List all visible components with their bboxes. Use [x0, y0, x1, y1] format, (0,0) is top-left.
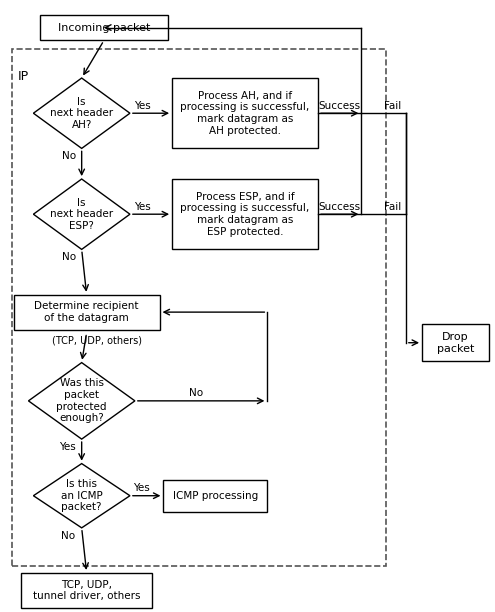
- Text: ICMP processing: ICMP processing: [173, 491, 258, 501]
- Text: Determine recipient
of the datagram: Determine recipient of the datagram: [34, 301, 139, 323]
- FancyBboxPatch shape: [422, 324, 489, 361]
- Text: Drop
packet: Drop packet: [437, 332, 474, 354]
- Text: No: No: [62, 151, 76, 161]
- Text: Is this
an ICMP
packet?: Is this an ICMP packet?: [61, 479, 102, 512]
- Text: Was this
packet
protected
enough?: Was this packet protected enough?: [56, 378, 107, 424]
- Text: Yes: Yes: [133, 483, 149, 493]
- Text: Fail: Fail: [384, 101, 401, 111]
- Polygon shape: [34, 179, 130, 250]
- Text: No: No: [61, 531, 75, 541]
- Text: Is
next header
ESP?: Is next header ESP?: [50, 198, 113, 231]
- FancyBboxPatch shape: [21, 573, 152, 608]
- Text: (TCP, UDP, others): (TCP, UDP, others): [51, 335, 142, 346]
- Text: Yes: Yes: [134, 101, 150, 111]
- Text: Success: Success: [319, 202, 361, 212]
- Text: Incoming packet: Incoming packet: [58, 23, 150, 32]
- FancyBboxPatch shape: [172, 78, 318, 149]
- Text: Process AH, and if
processing is successful,
mark datagram as
AH protected.: Process AH, and if processing is success…: [180, 91, 310, 136]
- Polygon shape: [29, 362, 135, 439]
- Text: TCP, UDP,
tunnel driver, others: TCP, UDP, tunnel driver, others: [33, 580, 141, 602]
- Text: Fail: Fail: [384, 202, 401, 212]
- FancyBboxPatch shape: [40, 15, 168, 40]
- FancyBboxPatch shape: [172, 179, 318, 250]
- FancyBboxPatch shape: [163, 480, 267, 512]
- Text: Is
next header
AH?: Is next header AH?: [50, 97, 113, 130]
- Polygon shape: [34, 78, 130, 149]
- FancyBboxPatch shape: [13, 294, 159, 329]
- Text: IP: IP: [17, 70, 28, 83]
- Text: Yes: Yes: [134, 202, 150, 212]
- Text: Yes: Yes: [59, 442, 76, 452]
- Text: Process ESP, and if
processing is successful,
mark datagram as
ESP protected.: Process ESP, and if processing is succes…: [180, 192, 310, 237]
- Polygon shape: [34, 464, 130, 528]
- Text: Success: Success: [319, 101, 361, 111]
- Text: No: No: [62, 252, 76, 262]
- Text: No: No: [189, 388, 203, 398]
